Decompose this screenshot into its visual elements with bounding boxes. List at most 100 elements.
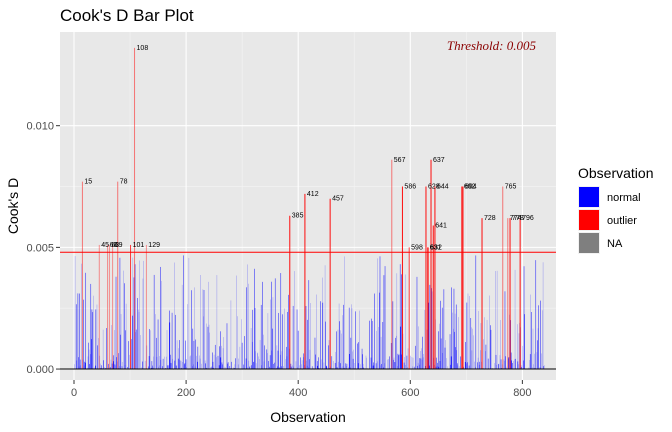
- bar-normal: [281, 351, 283, 370]
- bar-normal: [328, 345, 329, 370]
- bar-normal: [245, 358, 247, 370]
- bar-normal: [221, 362, 223, 370]
- outlier-label: 108: [137, 45, 149, 52]
- bar-normal: [500, 320, 501, 370]
- bar-normal: [466, 363, 467, 370]
- bar-normal: [236, 275, 237, 370]
- bar-normal: [426, 329, 428, 370]
- bar-normal: [510, 320, 511, 370]
- bar-normal: [185, 340, 186, 370]
- bar-normal: [277, 350, 279, 370]
- bar-normal: [90, 283, 92, 370]
- bar-normal: [254, 268, 255, 370]
- legend-label: outlier: [607, 215, 637, 227]
- bar-normal: [109, 367, 111, 370]
- bar-normal: [329, 367, 330, 370]
- outlier-label: 78: [120, 179, 128, 186]
- bar-normal: [503, 359, 505, 370]
- y-tick-label: 0.000: [26, 364, 54, 376]
- bar-normal: [189, 356, 191, 370]
- bar-normal: [202, 289, 204, 370]
- bar-normal: [494, 363, 495, 370]
- bar-normal: [306, 360, 307, 370]
- x-tick-label: 400: [289, 387, 307, 399]
- bar-normal: [418, 364, 420, 370]
- bar-normal: [120, 334, 121, 370]
- bar-normal: [520, 366, 522, 370]
- bar-normal: [466, 302, 468, 370]
- bar-normal: [283, 366, 284, 370]
- outlier-label: 728: [484, 215, 496, 222]
- bar-normal: [200, 274, 201, 370]
- bar-normal: [272, 328, 273, 370]
- bar-normal: [415, 345, 416, 370]
- bar-normal: [387, 359, 388, 370]
- bar-normal: [369, 320, 370, 370]
- bar-normal: [371, 318, 372, 370]
- bar-normal: [495, 270, 496, 370]
- bar-normal: [483, 339, 484, 370]
- bar-normal: [119, 257, 121, 370]
- bar-normal: [127, 366, 129, 370]
- bar-normal: [467, 362, 468, 370]
- bar-normal: [190, 355, 191, 370]
- bar-normal: [286, 346, 287, 370]
- bar-normal: [249, 365, 251, 370]
- x-tick-label: 200: [177, 387, 195, 399]
- bar-normal: [305, 306, 307, 370]
- bar-normal: [406, 355, 408, 370]
- bar-normal: [175, 365, 177, 370]
- bar-normal: [464, 361, 466, 370]
- bar-normal: [152, 365, 153, 370]
- bar-normal: [249, 366, 250, 370]
- bar-normal: [465, 342, 466, 370]
- bar-normal: [279, 354, 281, 370]
- bar-normal: [364, 368, 366, 370]
- bar-normal: [203, 289, 205, 370]
- bar-normal: [170, 354, 171, 370]
- bar-normal: [210, 367, 211, 370]
- bar-normal: [429, 365, 430, 370]
- bar-normal: [180, 360, 181, 370]
- bar-normal: [101, 365, 102, 370]
- bar-normal: [372, 365, 373, 370]
- bar-normal: [378, 326, 379, 370]
- bar-normal: [108, 363, 109, 370]
- bar-normal: [250, 328, 252, 370]
- outlier-label: 101: [133, 242, 145, 249]
- bar-normal: [452, 312, 453, 370]
- bar-normal: [422, 357, 424, 370]
- bar-normal: [338, 361, 339, 370]
- bar-normal: [205, 363, 206, 370]
- outlier-label: 774: [510, 215, 522, 222]
- bar-normal: [532, 328, 534, 370]
- bar-normal: [538, 305, 539, 370]
- bar-normal: [514, 359, 515, 370]
- bar-normal: [110, 359, 112, 370]
- bar-normal: [84, 362, 86, 370]
- bar-normal: [439, 323, 440, 370]
- bar-normal: [103, 367, 105, 370]
- bar-normal: [317, 365, 319, 370]
- bar-normal: [197, 346, 199, 370]
- bar-normal: [401, 354, 403, 370]
- bar-normal: [470, 318, 472, 370]
- bar-normal: [98, 338, 99, 370]
- bar-normal: [243, 364, 245, 370]
- bar-normal: [176, 340, 178, 370]
- bar-normal: [273, 363, 274, 370]
- bar-normal: [536, 352, 538, 370]
- bar-normal: [297, 330, 299, 370]
- bar-normal: [365, 355, 367, 370]
- bar-normal: [474, 361, 475, 370]
- bar-normal: [251, 365, 252, 370]
- bar-normal: [490, 329, 492, 370]
- bar-normal: [477, 362, 478, 370]
- bar-normal: [83, 365, 85, 370]
- bar-normal: [512, 362, 513, 370]
- bar-normal: [288, 348, 290, 370]
- bar-normal: [305, 367, 306, 370]
- bar-normal: [114, 364, 116, 370]
- bar-normal: [137, 297, 138, 370]
- bar-normal: [79, 359, 81, 370]
